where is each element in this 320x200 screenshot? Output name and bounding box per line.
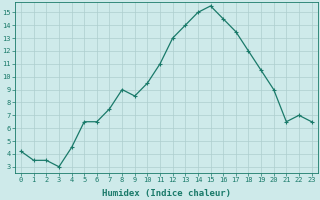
X-axis label: Humidex (Indice chaleur): Humidex (Indice chaleur) <box>102 189 231 198</box>
